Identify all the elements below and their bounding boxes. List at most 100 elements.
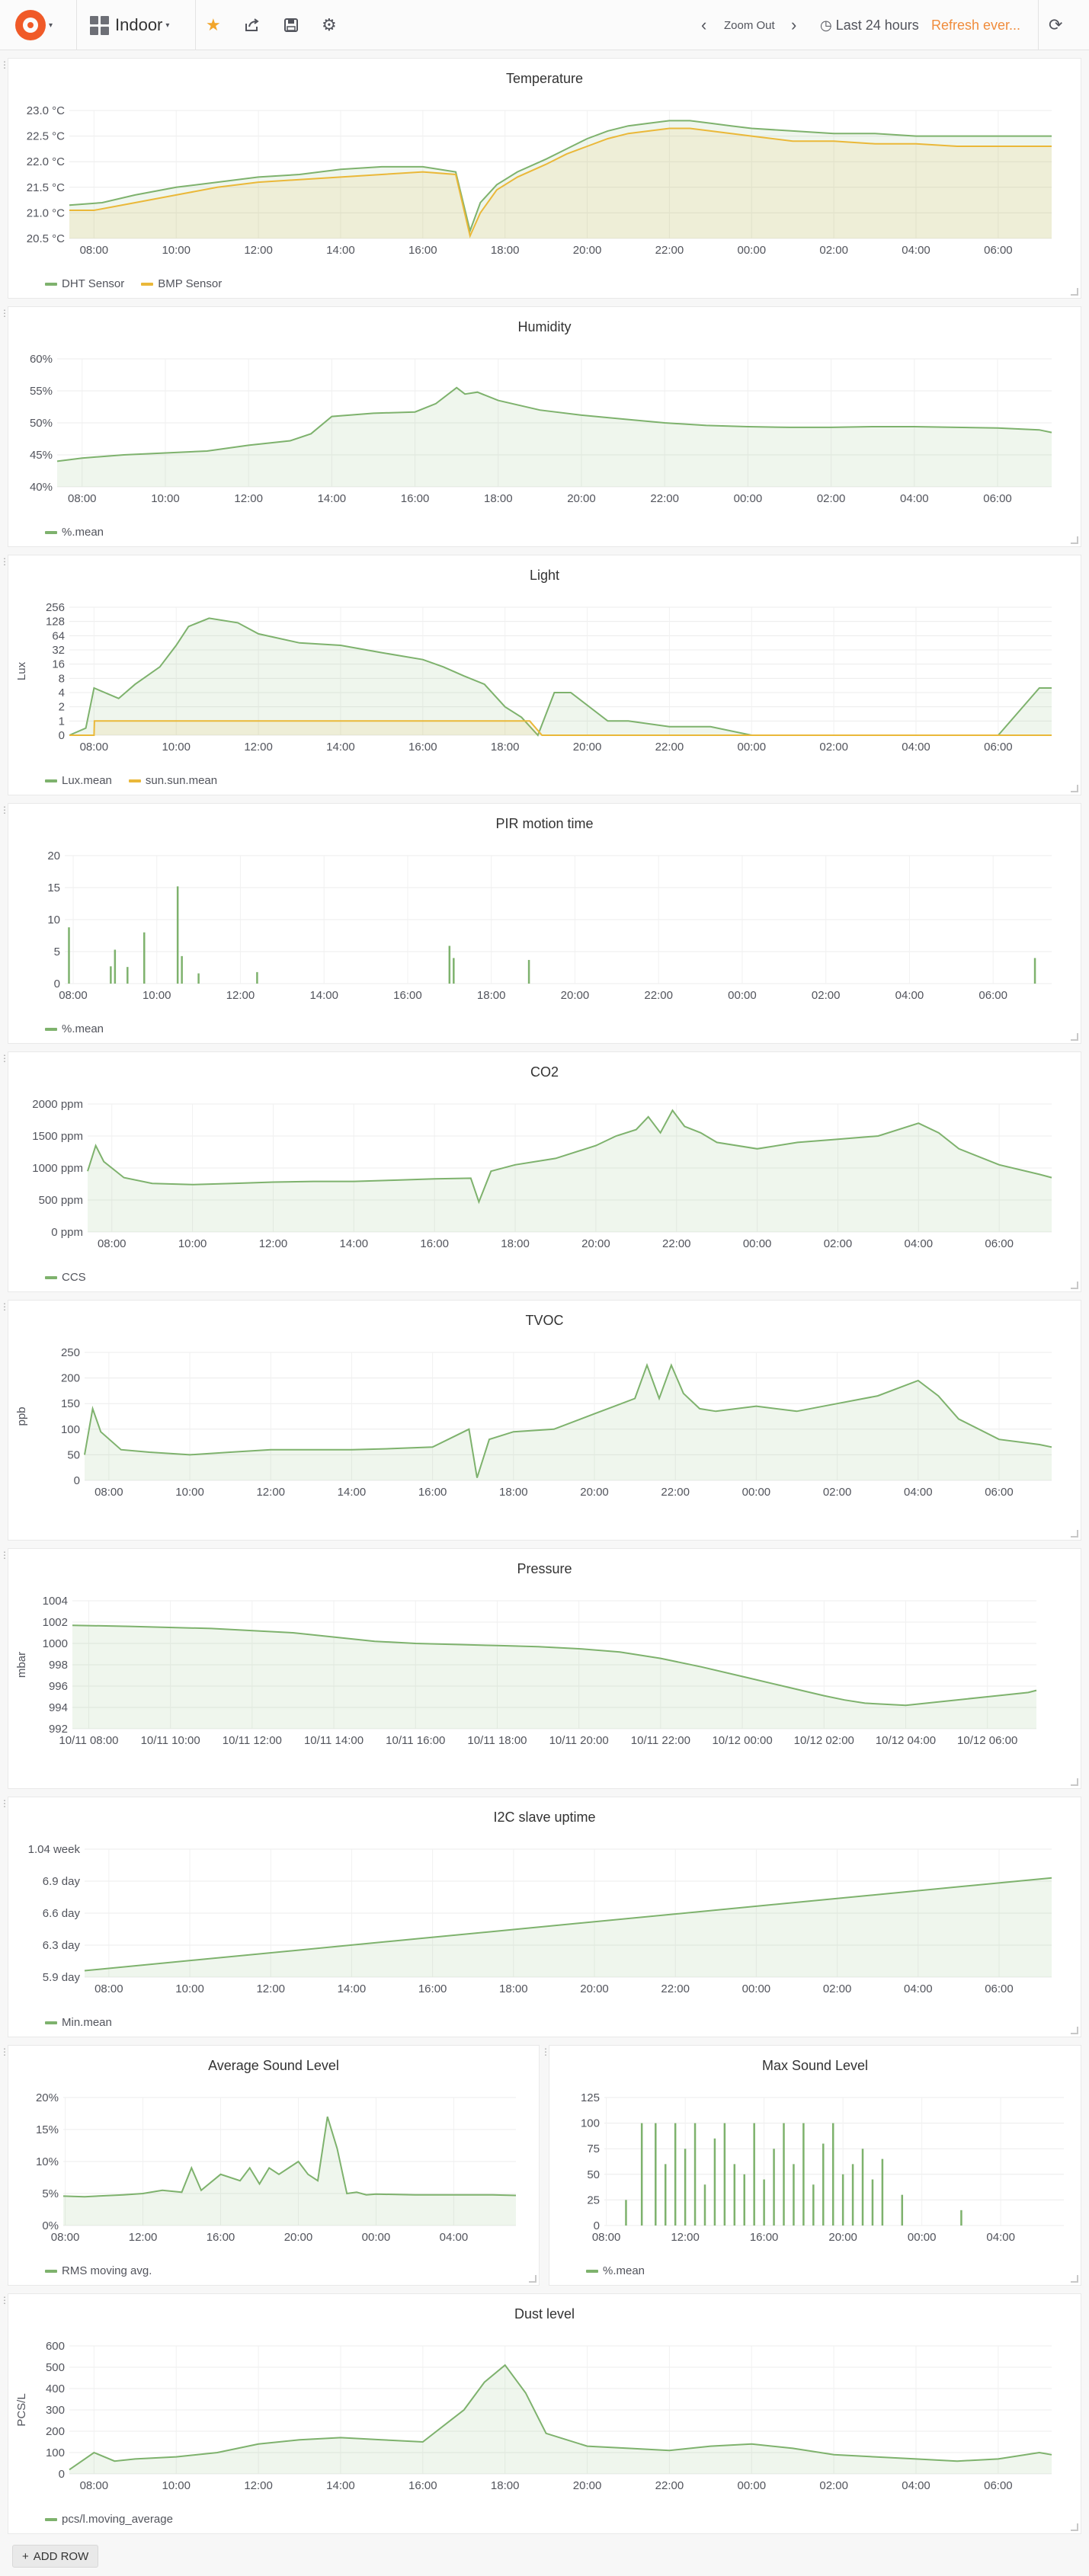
dashboard-picker[interactable]: Indoor ▾ [90,0,169,50]
star-icon[interactable]: ★ [206,15,221,34]
drag-handle-icon[interactable]: ⋮ [541,2046,550,2057]
panel-title[interactable]: Average Sound Level [208,2058,339,2073]
x-tick-label: 14:00 [309,989,338,1002]
resize-handle-icon[interactable] [1071,1778,1078,1786]
save-icon[interactable] [283,0,299,50]
resize-handle-icon[interactable] [1071,1033,1078,1041]
legend-item[interactable]: BMP Sensor [141,277,222,290]
legend-swatch [45,1027,57,1031]
resize-handle-icon[interactable] [1071,536,1078,544]
legend-swatch [45,2021,57,2024]
x-tick-label: 10/11 22:00 [631,1734,690,1747]
panel-average-sound-level[interactable]: Average Sound Level 20% 15% 10% 5% 0% 08:00 12:… [8,2045,540,2286]
series-line [72,1624,1037,1707]
resize-handle-icon[interactable] [1071,288,1078,296]
resize-handle-icon[interactable] [1071,785,1078,792]
resize-handle-icon[interactable] [1071,2275,1078,2283]
panel-title[interactable]: Temperature [505,71,584,86]
x-tick-label: 20:00 [284,2231,313,2244]
drag-handle-icon[interactable]: ⋮ [0,2046,9,2057]
drag-handle-icon[interactable]: ⋮ [0,1301,9,1312]
legend-item[interactable]: CCS [45,1271,86,1284]
panel-humidity[interactable]: Humidity 60% 55% 50% 45% 40% 08:00 10:00 12:00 14… [8,306,1081,547]
panel-dust-level[interactable]: Dust level 600 500 400 300 200 100 0 08:00 10:00 1… [8,2293,1081,2534]
legend-item[interactable]: %.mean [586,2264,645,2277]
resize-handle-icon[interactable] [1071,2027,1078,2034]
settings-gear-icon[interactable]: ⚙ [322,15,337,34]
time-picker[interactable]: ◷ Last 24 hours [820,0,919,50]
x-tick-label: 10/11 12:00 [223,1734,282,1747]
x-tick-label: 22:00 [662,1237,691,1250]
chevron-left-icon[interactable]: ‹ [701,15,707,34]
refresh-interval-picker[interactable]: Refresh ever... [931,17,1021,33]
resize-handle-icon[interactable] [529,2275,536,2283]
panel-pressure[interactable]: Pressure 1004 1002 1000 998 996 994 992 10/11 08… [8,1548,1081,1789]
panel-title[interactable]: Max Sound Level [761,2058,869,2073]
x-tick-label: 10:00 [143,989,171,1002]
resize-handle-icon[interactable] [1071,2523,1078,2531]
legend-label: Lux.mean [62,774,112,787]
x-tick-label: 08:00 [592,2231,621,2244]
panel-light[interactable]: Light 256 128 64 32 16 8 4 2 1 0 08:00 10:00 12:00 14:… [8,555,1081,795]
chevron-right-icon[interactable]: › [791,15,797,34]
x-tick-label: 00:00 [738,2479,767,2492]
y-axis-label: Lux [15,661,28,680]
y-tick-label: 128 [46,616,65,629]
add-row-button[interactable]: + ADD ROW [12,2545,99,2568]
drag-handle-icon[interactable]: ⋮ [0,1798,9,1809]
drag-handle-icon[interactable]: ⋮ [0,556,9,567]
legend-item[interactable]: %.mean [45,1022,104,1035]
panel-title[interactable]: Humidity [517,319,572,334]
legend-item[interactable]: DHT Sensor [45,277,124,290]
legend-swatch [45,282,57,286]
panel-i2c-slave-uptime[interactable]: I2C slave uptime 1.04 week 6.9 day 6.6 day 6… [8,1797,1081,2037]
legend-item[interactable]: Lux.mean [45,774,112,787]
legend-item[interactable]: sun.sun.mean [128,774,217,787]
drag-handle-icon[interactable]: ⋮ [0,59,9,70]
panel-title[interactable]: CO2 [530,1064,559,1080]
legend-item[interactable]: Min.mean [45,2016,112,2029]
y-tick-label: 15 [47,882,60,894]
grafana-menu[interactable]: ▾ [15,0,53,50]
legend: %.mean [586,2264,645,2277]
y-axis-label: ppb [15,1406,28,1426]
panel-title[interactable]: Light [529,568,560,583]
panel-title[interactable]: TVOC [525,1313,564,1328]
drag-handle-icon[interactable]: ⋮ [0,1550,9,1560]
legend-swatch [128,779,141,782]
panel-title[interactable]: PIR motion time [495,816,594,831]
x-tick-label: 04:00 [904,1486,933,1499]
panel-title[interactable]: Pressure [517,1561,572,1576]
panel-co2[interactable]: CO2 2000 ppm 1500 ppm 1000 ppm 500 ppm 0 ppm 0… [8,1051,1081,1292]
x-tick-label: 08:00 [94,1486,123,1499]
legend-item[interactable]: %.mean [45,526,104,539]
series-line [84,1362,1052,1478]
panel-max-sound-level[interactable]: Max Sound Level 125 100 75 50 25 0 08:00 12:00 16… [549,2045,1081,2286]
refresh-icon[interactable]: ⟳ [1049,15,1063,34]
legend-item[interactable]: RMS moving avg. [45,2264,152,2277]
panel-title[interactable]: I2C slave uptime [493,1810,596,1825]
panel-temperature[interactable]: Temperature 23.0 °C 22.5 °C 22.0 °C 21.5 °C 2… [8,58,1081,299]
drag-handle-icon[interactable]: ⋮ [0,1053,9,1064]
panel-tvoc[interactable]: TVOC 250 200 150 100 50 0 08:00 10:00 12:00 14:00 1… [8,1300,1081,1541]
legend-swatch [45,779,57,782]
series-line [62,2116,517,2198]
y-tick-label: 50 [67,1448,80,1461]
y-tick-label: 996 [49,1680,68,1693]
resize-handle-icon[interactable] [1071,1530,1078,1538]
zoom-out-button[interactable]: Zoom Out [724,18,775,32]
legend-item[interactable]: pcs/l.moving_average [45,2513,173,2526]
drag-handle-icon[interactable]: ⋮ [0,805,9,815]
x-tick-label: 20:00 [573,244,602,257]
panel-pir-motion-time[interactable]: PIR motion time 20 15 10 5 0 08:00 10:00 12:00 14… [8,803,1081,1044]
legend-label: pcs/l.moving_average [62,2513,173,2526]
x-tick-label: 12:00 [259,1237,288,1250]
drag-handle-icon[interactable]: ⋮ [0,308,9,318]
resize-handle-icon[interactable] [1071,1282,1078,1289]
panel-title[interactable]: Dust level [514,2306,575,2322]
share-icon[interactable] [244,0,261,50]
drag-handle-icon[interactable]: ⋮ [0,2295,9,2306]
legend-swatch [141,282,154,286]
x-tick-label: 06:00 [985,1982,1014,1995]
